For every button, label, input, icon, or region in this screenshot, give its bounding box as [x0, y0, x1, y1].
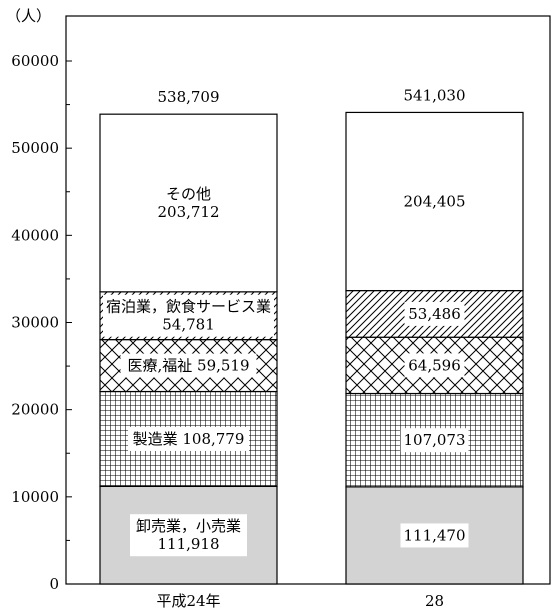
segment-value-label: 53,486 [408, 305, 461, 323]
y-tick-label: 0 [49, 575, 59, 593]
segment-value-label: 54,781 [162, 316, 215, 334]
y-tick-label: 60000 [11, 52, 59, 70]
segment-value-label: 宿泊業，飲食サービス業 [106, 298, 271, 316]
segment-label-bg [128, 426, 249, 451]
segment-value-label: 203,712 [157, 203, 219, 221]
segment-value-label: その他 [166, 185, 211, 203]
plot-frame [65, 15, 551, 585]
segment-value-label: 卸売業，小売業 [136, 517, 241, 535]
segment-label-bg [120, 353, 257, 378]
y-tick-label: 30000 [11, 314, 59, 332]
y-axis: 0 10000 20000 30000 40000 50000 60000 [11, 52, 72, 593]
segment-label-bg [400, 523, 469, 548]
segment-value-label: 医療,福祉 59,519 [127, 357, 249, 375]
y-tick-label: 10000 [11, 488, 59, 506]
segment-label-bg [404, 353, 465, 378]
y-tick-label: 20000 [11, 401, 59, 419]
segment-value-label: 64,596 [408, 356, 461, 374]
y-unit-label: （人） [6, 7, 51, 25]
y-tick-label: 50000 [11, 139, 59, 157]
segment-label-bg [103, 294, 274, 337]
bars-group [99, 111, 524, 585]
segment-value-label: 107,073 [403, 431, 465, 449]
segment-label-bg [400, 428, 469, 453]
x-category-label: 平成24年 [156, 592, 220, 610]
bar-segment [99, 113, 278, 293]
segment-label-bg [404, 301, 465, 326]
segment-value-label: 204,405 [403, 193, 465, 211]
bar-total-label: 541,030 [403, 86, 465, 104]
x-axis: 平成24年 28 [156, 592, 444, 610]
segment-value-label: 製造業 108,779 [133, 430, 245, 448]
bar-segment [345, 111, 524, 292]
y-tick-label: 40000 [11, 226, 59, 244]
segment-value-label: 111,470 [403, 526, 465, 544]
segment-label-bg [130, 514, 247, 557]
x-category-label: 28 [425, 592, 444, 610]
segment-value-label: 111,918 [157, 535, 219, 553]
bar-total-label: 538,709 [157, 88, 219, 106]
